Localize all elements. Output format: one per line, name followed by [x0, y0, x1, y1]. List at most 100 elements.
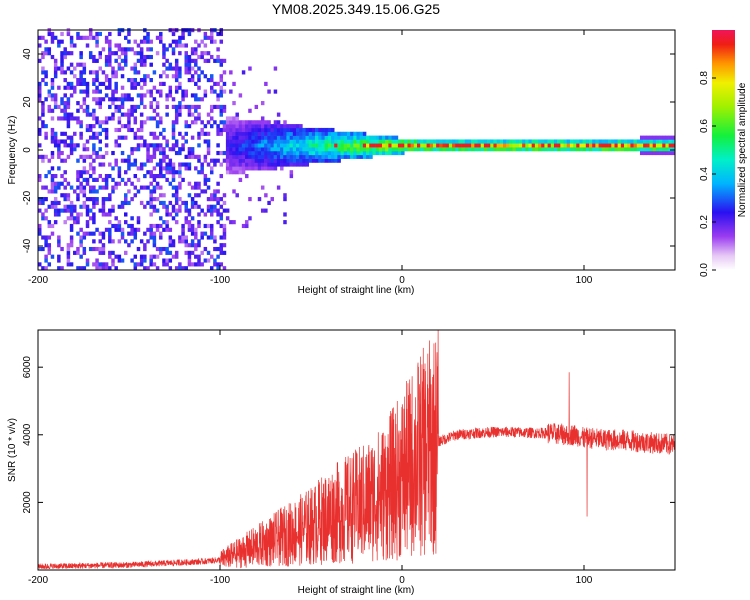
heatmap-cell: [241, 131, 246, 136]
heatmap-cell: [88, 189, 93, 194]
heatmap-cell: [60, 97, 64, 102]
heatmap-cell: [248, 135, 252, 140]
heatmap-cell: [356, 131, 360, 136]
heatmap-cell: [85, 170, 90, 175]
heatmap-cell: [238, 177, 243, 182]
heatmap-cell: [194, 81, 198, 86]
heatmap-cell: [92, 124, 96, 129]
heatmap-cell: [206, 177, 211, 182]
heatmap-cell: [276, 124, 281, 129]
heatmap-cell: [248, 139, 252, 144]
heatmap-cell: [69, 85, 74, 90]
heatmap-cell: [315, 139, 319, 144]
heatmap-cell: [222, 150, 227, 156]
heatmap-cell: [69, 135, 74, 140]
heatmap-cell: [225, 139, 230, 144]
heatmap-cell: [66, 120, 71, 125]
heatmap-cell: [190, 154, 195, 159]
heatmap-cell: [146, 47, 150, 52]
heatmap-cell: [174, 116, 179, 121]
heatmap-cell: [209, 166, 214, 171]
heatmap-cell: [248, 150, 252, 156]
heatmap-cell: [337, 139, 341, 144]
heatmap-cell: [60, 139, 64, 144]
heatmap-cell: [362, 139, 367, 144]
heatmap-cell: [299, 150, 303, 156]
heatmap-cell: [369, 135, 373, 140]
heatmap-cell: [79, 212, 83, 217]
heatmap-cell: [203, 35, 208, 40]
heatmap-cell: [98, 54, 102, 60]
heatmap-cell: [194, 104, 198, 110]
heatmap-cell: [108, 250, 112, 255]
heatmap-cell: [216, 93, 220, 98]
heatmap-cell: [366, 150, 370, 156]
heatmap-cell: [413, 143, 418, 148]
heatmap-cell: [235, 131, 239, 136]
heatmap-cell: [88, 216, 93, 221]
heatmap-cell: [57, 166, 61, 171]
heatmap-cell: [264, 135, 268, 140]
heatmap-cell: [85, 139, 90, 144]
heatmap-cell: [305, 162, 310, 167]
heatmap-cell: [241, 158, 246, 163]
heatmap-cell: [155, 124, 160, 129]
heatmap-cell: [171, 162, 176, 167]
heatmap-cell: [47, 104, 52, 110]
heatmap-cell: [235, 170, 239, 175]
heatmap-cell: [60, 58, 64, 63]
heatmap-cell: [264, 158, 268, 163]
heatmap-cell: [248, 158, 252, 163]
heatmap-cell: [139, 47, 144, 52]
heatmap-cell: [92, 220, 96, 225]
heatmap-cell: [417, 147, 421, 152]
heatmap-cell: [85, 258, 90, 263]
heatmap-cell: [114, 181, 118, 186]
heatmap-cell: [79, 235, 83, 240]
heatmap-cell: [50, 108, 55, 113]
heatmap-cell: [299, 147, 303, 152]
heatmap-cell: [69, 35, 74, 40]
heatmap-cell: [668, 150, 673, 156]
heatmap-cell: [209, 31, 214, 37]
heatmap-cell: [47, 89, 52, 94]
heatmap-cell: [194, 235, 198, 240]
heatmap-cell: [458, 147, 462, 152]
heatmap-cell: [149, 62, 153, 67]
heatmap-cell: [79, 154, 83, 159]
heatmap-cell: [111, 70, 115, 75]
heatmap-cell: [139, 93, 144, 98]
heatmap-cell: [216, 124, 220, 129]
heatmap-cell: [178, 239, 182, 244]
heatmap-cell: [120, 258, 125, 263]
heatmap-cell: [143, 231, 147, 236]
heatmap-cell: [544, 147, 548, 152]
heatmap-cell: [38, 227, 42, 232]
heatmap-cell: [197, 74, 201, 79]
heatmap-cell: [174, 185, 179, 190]
heatmap-cell: [522, 139, 526, 144]
heatmap-cell: [267, 166, 271, 171]
heatmap-cell: [181, 43, 185, 48]
heatmap-cell: [171, 243, 176, 248]
heatmap-cell: [66, 31, 71, 37]
heatmap-cell: [152, 147, 157, 152]
heatmap-cell: [82, 177, 87, 182]
heatmap-cell: [222, 58, 227, 63]
heatmap-cell: [133, 185, 138, 190]
heatmap-cell: [222, 120, 227, 125]
heatmap-cell: [327, 131, 332, 136]
heatmap-cell: [104, 116, 109, 121]
heatmap-cell: [267, 150, 271, 156]
colorbar-tick-label: 0.2: [699, 215, 710, 229]
heatmap-cell: [181, 31, 185, 37]
heatmap-cell: [190, 216, 195, 221]
heatmap-cell: [174, 78, 179, 83]
heatmap-cell: [174, 143, 179, 148]
heatmap-cell: [44, 235, 48, 240]
heatmap-cell: [187, 223, 192, 229]
heatmap-cell: [111, 239, 115, 244]
heatmap-cell: [95, 266, 99, 271]
heatmap-cell: [139, 262, 144, 267]
heatmap-cell: [178, 204, 182, 209]
